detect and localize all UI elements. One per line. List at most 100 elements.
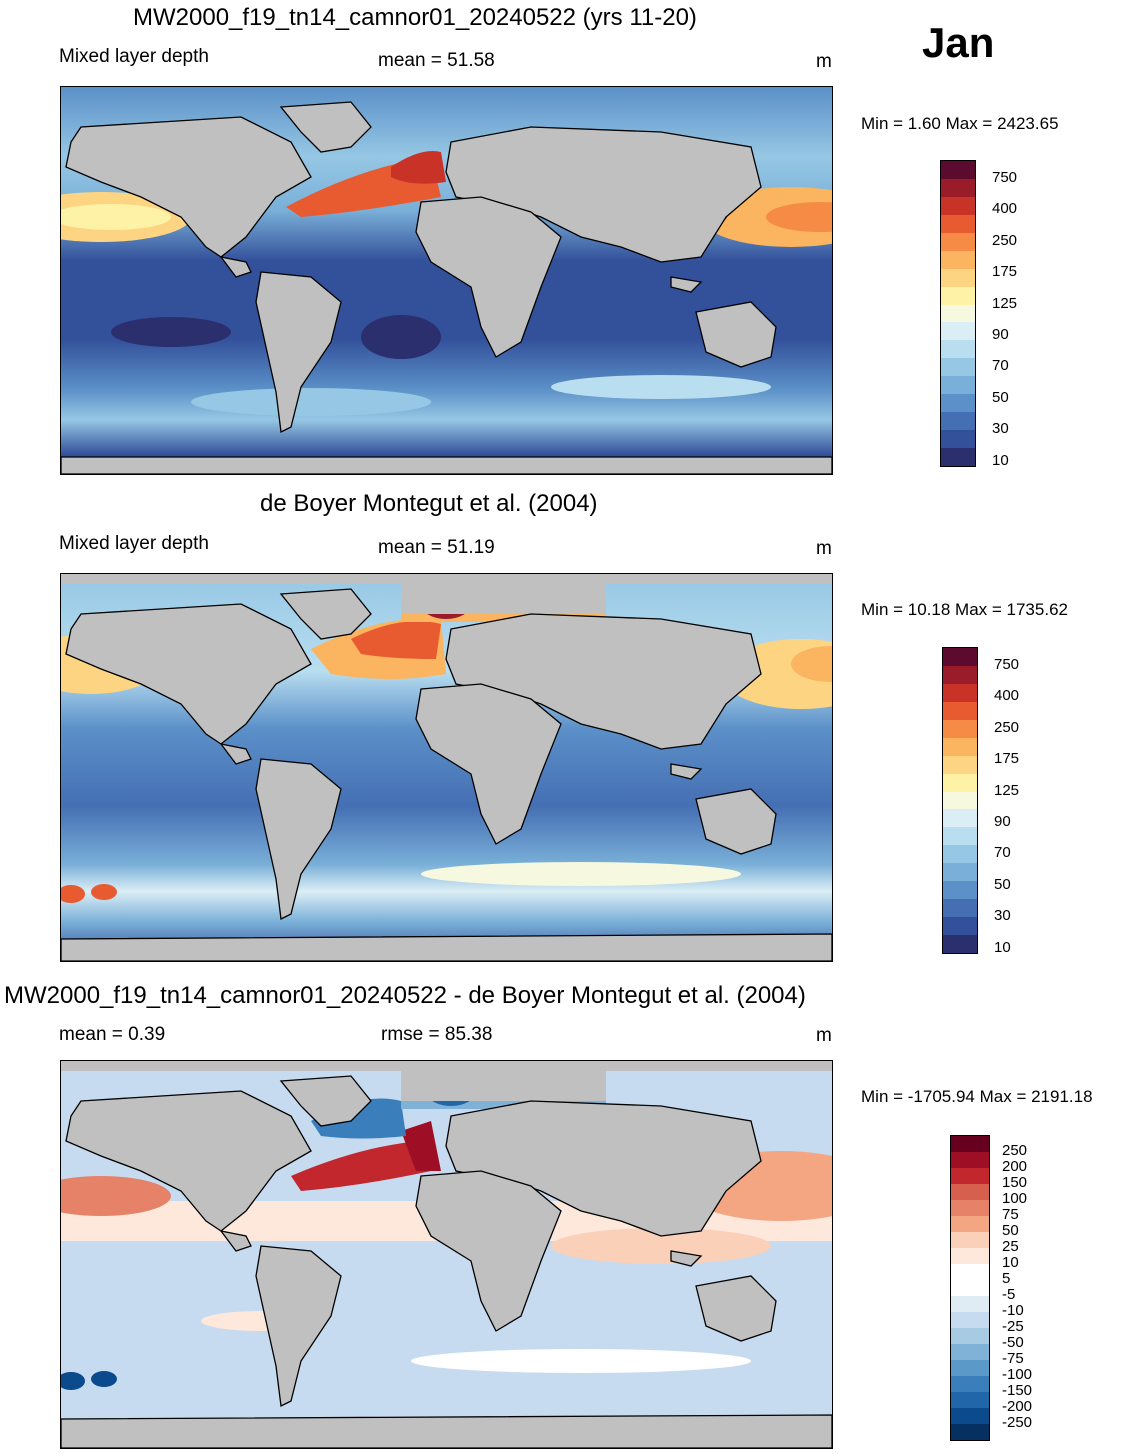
colorbar-segment xyxy=(941,394,975,413)
panel-2-map xyxy=(60,573,833,962)
colorbar-tick-label: 10 xyxy=(992,451,1009,469)
colorbar-segment xyxy=(951,1152,989,1168)
panel-1-title: MW2000_f19_tn14_camnor01_20240522 (yrs 1… xyxy=(133,4,697,31)
colorbar-tick-label: 75 xyxy=(1002,1206,1019,1223)
colorbar-segment xyxy=(941,268,975,287)
colorbar-segment xyxy=(941,178,975,197)
colorbar-segment xyxy=(943,809,977,828)
panel-1-units: m xyxy=(816,51,832,72)
colorbar-segment xyxy=(943,791,977,810)
colorbar-segment xyxy=(943,755,977,774)
colorbar-tick-label: 30 xyxy=(994,907,1011,925)
colorbar-tick-label: -200 xyxy=(1002,1398,1033,1415)
colorbar-tick-label: 25 xyxy=(1002,1238,1019,1255)
colorbar-tick-label: -150 xyxy=(1002,1382,1033,1399)
colorbar-tick-label: 90 xyxy=(994,812,1011,830)
colorbar-tick-label: 250 xyxy=(994,718,1020,736)
panel-3-rmse-label: rmse = 85.38 xyxy=(381,1024,493,1045)
colorbar-segment xyxy=(951,1312,989,1328)
colorbar-segment xyxy=(951,1248,989,1264)
colorbar-segment xyxy=(943,863,977,882)
colorbar-tick-label: 125 xyxy=(994,781,1020,799)
colorbar-tick-label: -75 xyxy=(1002,1350,1024,1367)
colorbar-segment xyxy=(941,196,975,215)
panel-2-title: de Boyer Montegut et al. (2004) xyxy=(260,490,598,517)
colorbar-segment xyxy=(941,412,975,431)
colorbar-tick-label: 400 xyxy=(992,200,1018,218)
colorbar-segment xyxy=(941,304,975,323)
colorbar-tick-label: 125 xyxy=(992,294,1018,312)
colorbar-segment xyxy=(941,340,975,359)
colorbar-tick-label: -25 xyxy=(1002,1318,1024,1335)
colorbar-segment xyxy=(941,430,975,448)
colorbar-tick-label: -100 xyxy=(1002,1366,1033,1383)
panel-3-colorbar xyxy=(950,1135,990,1441)
colorbar-segment xyxy=(943,881,977,900)
colorbar-tick-label: 10 xyxy=(1002,1254,1019,1271)
colorbar-segment xyxy=(941,286,975,305)
colorbar-segment xyxy=(951,1264,989,1280)
colorbar-segment xyxy=(941,376,975,395)
colorbar-tick-label: -5 xyxy=(1002,1286,1016,1303)
colorbar-segment xyxy=(941,322,975,341)
colorbar-segment xyxy=(951,1376,989,1392)
colorbar-segment xyxy=(951,1424,989,1440)
colorbar-segment xyxy=(951,1280,989,1296)
colorbar-segment xyxy=(943,737,977,756)
panel-1-map xyxy=(60,86,833,475)
panel-2-colorbar xyxy=(942,647,978,954)
colorbar-tick-label: 250 xyxy=(992,231,1018,249)
colorbar-tick-label: 175 xyxy=(994,750,1020,768)
colorbar-tick-label: 250 xyxy=(1002,1142,1028,1159)
panel-1-minmax: Min = 1.60 Max = 2423.65 xyxy=(861,114,1059,133)
panel-2-colorbar-ticks: 750 400 250 175 125 90 70 50 30 10 xyxy=(994,647,1054,956)
colorbar-tick-label: 10 xyxy=(994,938,1011,956)
panel-3-land xyxy=(61,1061,832,1448)
colorbar-segment xyxy=(951,1184,989,1200)
colorbar-segment xyxy=(941,161,975,179)
colorbar-tick-label: 750 xyxy=(992,168,1018,186)
colorbar-segment xyxy=(943,845,977,864)
panel-2-minmax: Min = 10.18 Max = 1735.62 xyxy=(861,600,1068,619)
panel-1-mean-label: mean = 51.58 xyxy=(378,50,495,71)
panel-3-map xyxy=(60,1060,833,1449)
colorbar-segment xyxy=(943,665,977,684)
colorbar-segment xyxy=(951,1408,989,1424)
colorbar-segment xyxy=(951,1328,989,1344)
colorbar-segment xyxy=(943,773,977,792)
panel-2-mean-label: mean = 51.19 xyxy=(378,537,495,558)
colorbar-segment xyxy=(943,701,977,720)
colorbar-tick-label: 5 xyxy=(1002,1270,1011,1287)
colorbar-segment xyxy=(941,232,975,251)
panel-1-colorbar-ticks: 750 400 250 175 125 90 70 50 30 10 xyxy=(992,160,1052,469)
colorbar-tick-label: -50 xyxy=(1002,1334,1024,1351)
colorbar-tick-label: 150 xyxy=(1002,1174,1028,1191)
colorbar-tick-label: -10 xyxy=(1002,1302,1024,1319)
colorbar-segment xyxy=(951,1232,989,1248)
colorbar-segment xyxy=(943,648,977,666)
colorbar-tick-label: 400 xyxy=(994,687,1020,705)
colorbar-tick-label: 100 xyxy=(1002,1190,1028,1207)
colorbar-segment xyxy=(941,448,975,466)
panel-3-units: m xyxy=(816,1025,832,1046)
colorbar-tick-label: -250 xyxy=(1002,1414,1033,1431)
panel-2-units: m xyxy=(816,538,832,559)
month-label: Jan xyxy=(922,19,995,66)
panel-2-land xyxy=(61,574,832,961)
colorbar-segment xyxy=(941,250,975,269)
colorbar-tick-label: 50 xyxy=(1002,1222,1019,1239)
colorbar-segment xyxy=(951,1344,989,1360)
colorbar-tick-label: 200 xyxy=(1002,1158,1028,1175)
colorbar-tick-label: 750 xyxy=(994,655,1020,673)
colorbar-segment xyxy=(951,1216,989,1232)
panel-3-title: MW2000_f19_tn14_camnor01_20240522 - de B… xyxy=(4,982,806,1009)
colorbar-tick-label: 175 xyxy=(992,263,1018,281)
panel-1-variable-label: Mixed layer depth xyxy=(59,46,209,67)
panel-2-variable-label: Mixed layer depth xyxy=(59,533,209,554)
panel-3-mean-label: mean = 0.39 xyxy=(59,1024,166,1045)
colorbar-segment xyxy=(951,1360,989,1376)
panel-3-colorbar-ticks: 250 200 150 100 75 50 25 10 5 -5 -10 -25 -50 -75 -100-… xyxy=(1002,1135,1062,1439)
colorbar-segment xyxy=(943,899,977,918)
colorbar-tick-label: 70 xyxy=(994,844,1011,862)
colorbar-segment xyxy=(943,683,977,702)
